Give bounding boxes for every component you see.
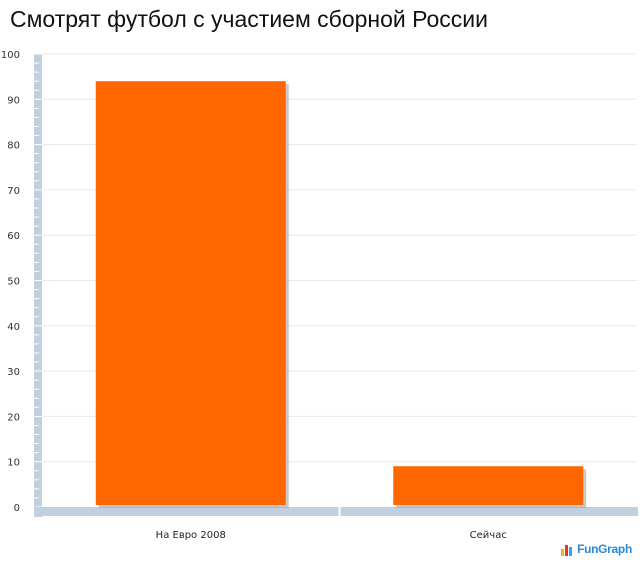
y-tick-label: 60: [7, 231, 20, 242]
y-tick-label: 20: [7, 412, 20, 423]
y-tick-label: 90: [7, 95, 20, 106]
y-tick-label: 80: [7, 141, 20, 152]
bars: [95, 81, 587, 509]
watermark-text: FunGraph: [577, 542, 632, 556]
y-tick-label: 30: [7, 367, 20, 378]
fungraph-watermark: FunGraph: [561, 542, 632, 556]
x-category-label: Сейчас: [470, 530, 507, 541]
y-axis: [34, 54, 42, 517]
y-tick-label: 70: [7, 186, 20, 197]
labels: 0 10 20 30 40 50 60 70 80 90 100 На Евро 2008 Сейчас: [1, 50, 507, 541]
y-tick-label: 40: [7, 322, 20, 333]
y-tick-label: 10: [7, 458, 20, 469]
y-tick-label: 50: [7, 277, 20, 288]
bar: [95, 81, 286, 506]
y-tick-label: 100: [1, 50, 20, 61]
bar-chart-logo-icon: [561, 545, 573, 556]
y-tick-label: 0: [14, 503, 20, 514]
x-category-label: На Евро 2008: [156, 530, 226, 541]
chart-title: Смотрят футбол с участием сборной России: [10, 6, 488, 32]
x-axis: [34, 507, 638, 516]
bar: [393, 466, 584, 505]
axes: [34, 53, 638, 517]
